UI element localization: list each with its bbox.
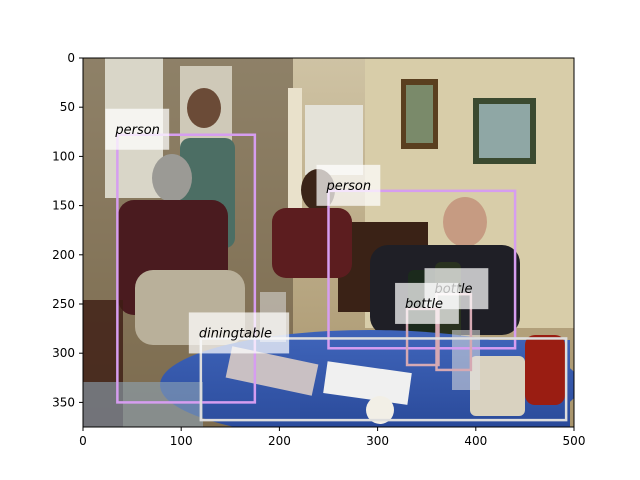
box-label-diningtable: diningtable: [199, 326, 272, 341]
axes-frame: [82, 57, 575, 428]
detection-layer: personpersonbottlebottlediningtable: [105, 108, 568, 422]
bounding-box-diningtable: [199, 337, 568, 422]
box-label-background: [316, 164, 381, 206]
x-tick-label: 500: [563, 434, 586, 448]
y-tick-label: 50: [60, 100, 75, 114]
x-tick-label: 300: [366, 434, 389, 448]
box-label-person: person: [114, 123, 160, 138]
y-tick-label: 300: [52, 346, 75, 360]
box-label-bottle: bottle: [405, 297, 443, 312]
x-tick-label: 400: [464, 434, 487, 448]
y-tick-label: 250: [52, 297, 75, 311]
bounding-box-person: [116, 133, 257, 404]
y-tick-label: 100: [52, 149, 75, 163]
y-axis: 0 50 100 150 200 250 300 350: [52, 51, 83, 409]
x-tick-label: 200: [268, 434, 291, 448]
box-label-background: [395, 282, 459, 324]
y-tick-label: 0: [67, 51, 75, 65]
bounding-box-person: [327, 189, 517, 350]
x-tick-label: 100: [170, 434, 193, 448]
box-label-background: [105, 108, 170, 150]
y-tick-label: 200: [52, 248, 75, 262]
x-tick-label: 0: [79, 434, 87, 448]
box-label-background: [188, 312, 290, 354]
y-tick-label: 150: [52, 199, 75, 213]
x-axis: 0 100 200 300 400 500: [79, 427, 585, 448]
y-tick-label: 350: [52, 395, 75, 409]
box-label-person: person: [326, 179, 372, 194]
